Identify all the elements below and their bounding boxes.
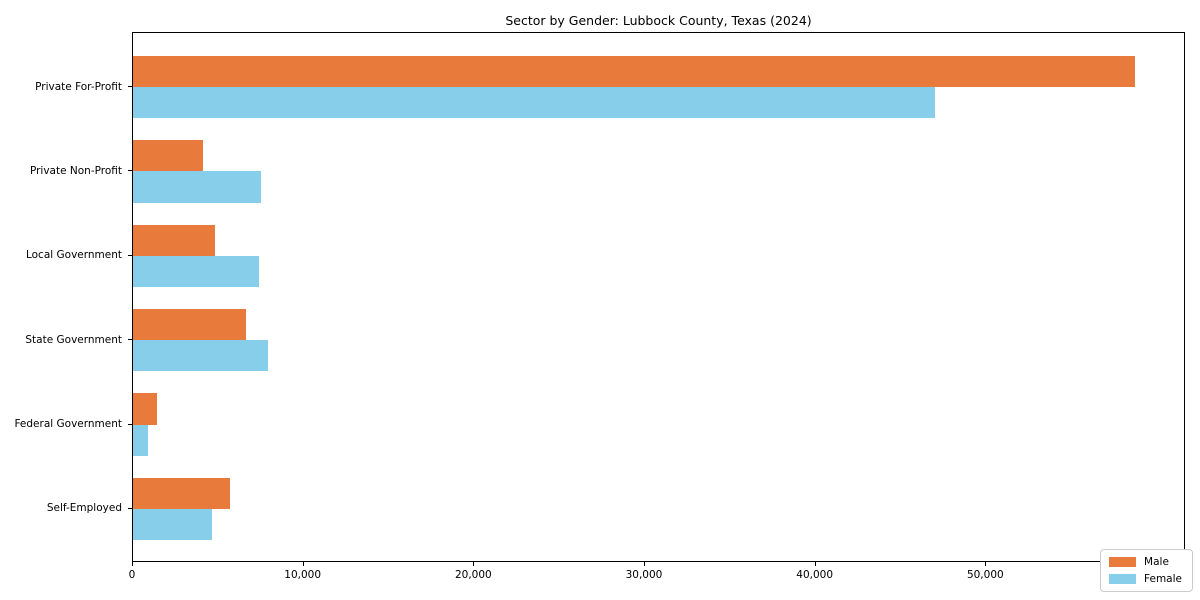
bar-female-private-non-profit	[133, 171, 261, 203]
y-tick-label: Federal Government	[14, 418, 122, 431]
legend-swatch-male	[1109, 557, 1137, 568]
y-tick-mark	[128, 86, 132, 87]
y-tick-label: State Government	[25, 333, 122, 346]
x-tick-label: 30,000	[625, 569, 663, 581]
plot-area	[132, 32, 1185, 562]
y-tick-mark	[128, 254, 132, 256]
legend-swatch-female	[1109, 573, 1137, 584]
x-tick-label: 50,000	[966, 569, 1004, 581]
y-tick-label: Private For-Profit	[35, 80, 122, 93]
x-tick-mark	[302, 562, 304, 566]
x-tick-mark	[814, 562, 816, 566]
bar-female-local-government	[133, 255, 260, 288]
y-tick-label: Self-Employed	[46, 502, 122, 515]
bar-male-private-for-profit	[133, 55, 1135, 87]
legend-label: Female	[1144, 572, 1182, 585]
legend-item-female: Female	[1109, 572, 1182, 585]
bar-female-self-employed	[133, 508, 212, 541]
y-tick-label: Local Government	[25, 249, 122, 262]
x-tick-mark	[643, 562, 645, 566]
bar-male-state-government	[133, 308, 246, 341]
x-tick-label: 0	[128, 569, 136, 581]
y-tick-label: Private Non-Profit	[29, 164, 122, 177]
x-tick-mark	[473, 562, 475, 566]
bar-female-private-for-profit	[133, 87, 936, 119]
x-tick-mark	[132, 562, 133, 566]
bar-male-self-employed	[133, 477, 231, 509]
bar-male-private-non-profit	[133, 140, 203, 172]
x-tick-label: 40,000	[796, 569, 834, 581]
bar-male-local-government	[133, 224, 215, 256]
y-tick-mark	[128, 339, 132, 341]
y-tick-mark	[128, 423, 132, 425]
x-tick-label: 20,000	[454, 569, 492, 581]
legend-label: Male	[1144, 556, 1169, 568]
x-tick-mark	[985, 562, 987, 566]
y-tick-mark	[128, 170, 132, 172]
x-tick-label: 10,000	[284, 569, 322, 581]
bar-male-federal-government	[133, 393, 157, 425]
bar-female-state-government	[133, 340, 268, 372]
chart-title: Sector by Gender: Lubbock County, Texas …	[505, 13, 812, 28]
legend-item-male: Male	[1109, 557, 1182, 568]
y-tick-mark	[128, 507, 132, 509]
legend: Male Female	[1100, 549, 1193, 592]
bar-female-federal-government	[133, 424, 149, 456]
